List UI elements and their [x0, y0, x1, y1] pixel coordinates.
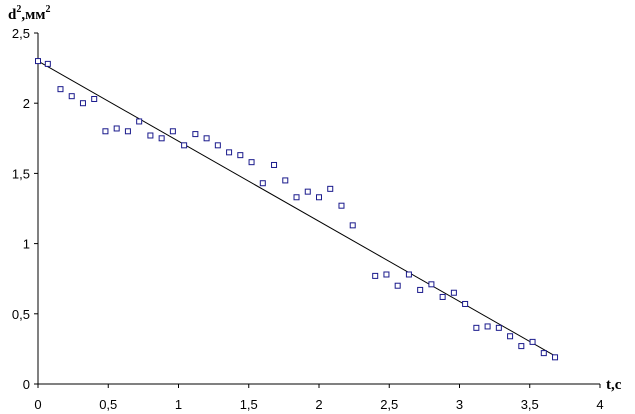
- data-point: [57, 86, 64, 93]
- data-point: [79, 100, 86, 107]
- data-point: [439, 293, 446, 300]
- data-point: [158, 135, 165, 142]
- y-tick-label: 2: [23, 96, 30, 111]
- y-axis-title-exponent: 2: [16, 4, 21, 15]
- trend-line: [37, 60, 556, 357]
- data-point: [192, 131, 199, 138]
- x-tick-label: 1: [175, 397, 182, 412]
- data-point: [450, 289, 457, 296]
- data-point: [372, 272, 379, 279]
- data-point: [484, 323, 491, 330]
- data-point: [181, 142, 188, 149]
- y-axis-ticks: 0 0,5 1 1,5 2 2,5: [12, 26, 38, 392]
- x-axis-ticks: 0 0,5 1 1,5 2 2,5 3 3,5 4: [34, 384, 604, 412]
- data-point: [124, 128, 131, 135]
- data-point: [428, 281, 435, 288]
- x-tick-label: 3,5: [521, 397, 539, 412]
- data-point: [417, 286, 424, 293]
- data-point: [529, 338, 536, 345]
- data-point: [394, 282, 401, 289]
- data-point: [35, 58, 41, 65]
- data-point: [552, 354, 559, 361]
- data-point: [226, 149, 233, 156]
- data-point: [293, 194, 300, 201]
- data-point: [147, 132, 154, 139]
- data-point: [136, 118, 143, 125]
- data-point: [349, 222, 356, 229]
- data-point: [259, 180, 266, 187]
- y-tick-label: 0: [23, 377, 30, 392]
- data-point: [248, 159, 255, 166]
- y-axis-title: d2,мм2: [8, 4, 51, 23]
- data-point: [338, 202, 345, 209]
- y-axis-title-unit: ,мм: [21, 7, 45, 23]
- y-axis-title-unit-exponent: 2: [46, 4, 51, 15]
- x-tick-label: 2,5: [380, 397, 398, 412]
- data-point: [518, 343, 525, 350]
- data-point: [214, 142, 221, 149]
- data-point: [169, 128, 176, 135]
- y-tick-label: 2,5: [12, 26, 30, 41]
- data-point: [68, 93, 75, 100]
- x-tick-label: 0,5: [99, 397, 117, 412]
- data-point: [237, 152, 244, 159]
- data-point: [473, 324, 480, 331]
- data-point: [495, 324, 502, 331]
- x-axis-title: t,c: [606, 377, 622, 393]
- x-tick-label: 3: [456, 397, 463, 412]
- x-tick-label: 0: [34, 397, 41, 412]
- y-axis-title-base: d: [8, 7, 17, 23]
- data-point: [91, 95, 98, 102]
- data-point: [203, 135, 210, 142]
- data-point: [405, 271, 412, 278]
- data-point: [113, 125, 120, 132]
- data-point: [102, 128, 109, 135]
- data-point: [462, 300, 469, 307]
- data-points: [35, 58, 559, 361]
- x-tick-label: 2: [315, 397, 322, 412]
- y-tick-label: 0,5: [12, 307, 30, 322]
- data-point: [316, 194, 322, 201]
- data-point: [383, 271, 390, 278]
- data-point: [304, 188, 311, 195]
- data-point: [507, 333, 514, 340]
- y-tick-label: 1: [23, 237, 30, 252]
- x-tick-label: 1,5: [240, 397, 258, 412]
- x-tick-label: 4: [596, 397, 603, 412]
- y-tick-label: 1,5: [12, 166, 30, 181]
- data-point: [271, 161, 278, 168]
- data-point: [44, 60, 51, 67]
- data-point: [540, 350, 547, 357]
- data-point: [327, 185, 334, 192]
- data-point: [282, 177, 289, 184]
